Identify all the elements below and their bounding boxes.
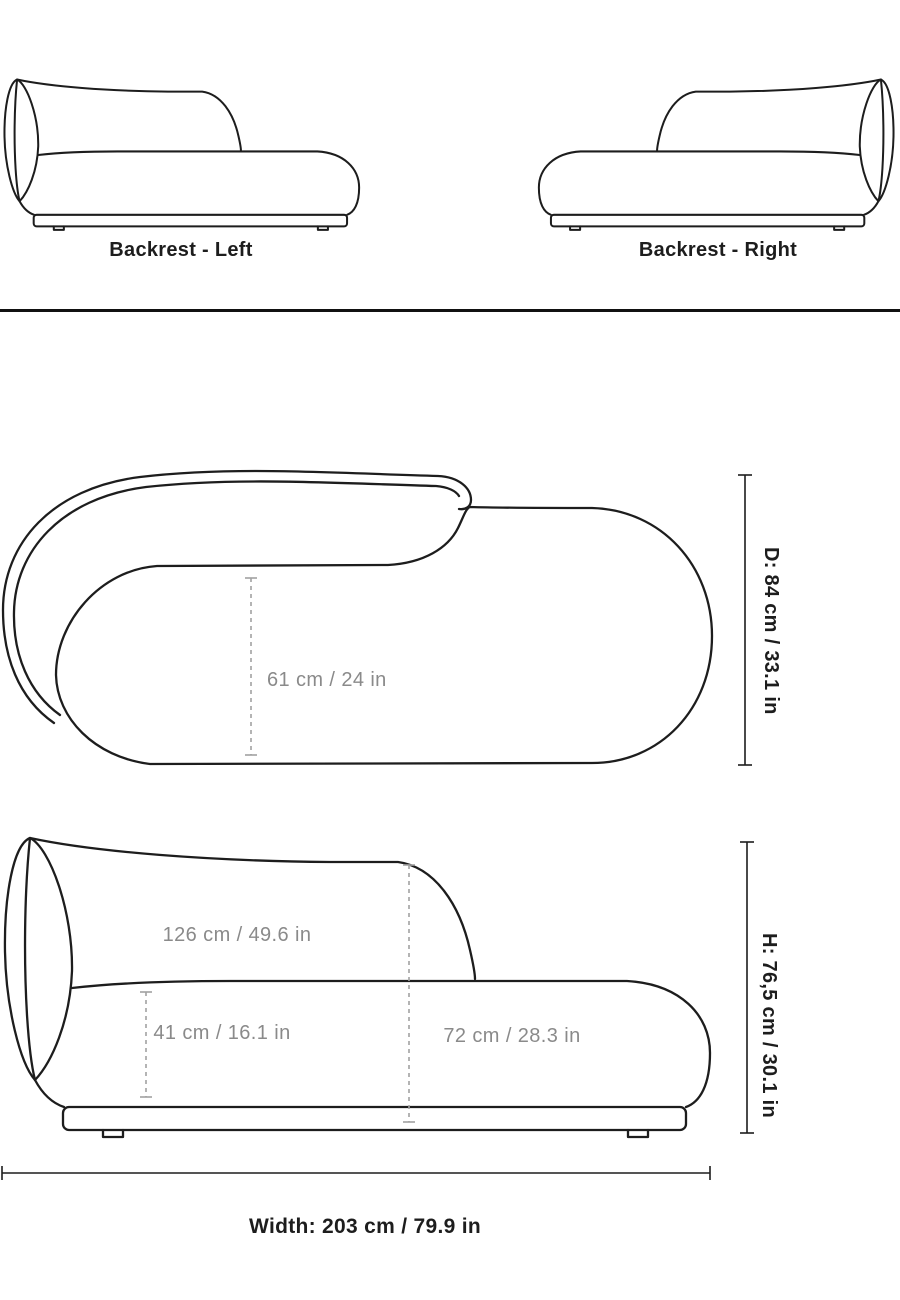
seat-depth-dimension-line	[245, 577, 257, 756]
backrest-left-drawing	[4, 79, 360, 231]
overall-height-label: H: 76,5 cm / 30.1 in	[758, 933, 780, 1118]
backrest-right-label: Backrest - Right	[638, 239, 798, 261]
backrest-right-drawing	[538, 79, 894, 231]
height-dimension-line	[740, 841, 754, 1134]
depth-dimension-line	[738, 474, 752, 766]
backrest-width-dimension-line	[403, 864, 415, 1123]
overall-width-label: Width: 203 cm / 79.9 in	[249, 1215, 481, 1238]
seat-height-dimension-line	[140, 991, 152, 1098]
backrest-width-label: 126 cm / 49.6 in	[162, 924, 312, 946]
front-view-drawing	[4, 837, 711, 1138]
width-dimension-line	[1, 1166, 711, 1180]
section-divider	[0, 309, 900, 312]
overall-depth-label: D: 84 cm / 33.1 in	[760, 547, 782, 715]
seat-height-label: 41 cm / 16.1 in	[153, 1022, 291, 1044]
seat-width-label: 72 cm / 28.3 in	[443, 1025, 581, 1047]
backrest-left-label: Backrest - Left	[109, 239, 253, 261]
seat-depth-label: 61 cm / 24 in	[267, 669, 387, 691]
top-view-drawing	[1, 469, 714, 766]
